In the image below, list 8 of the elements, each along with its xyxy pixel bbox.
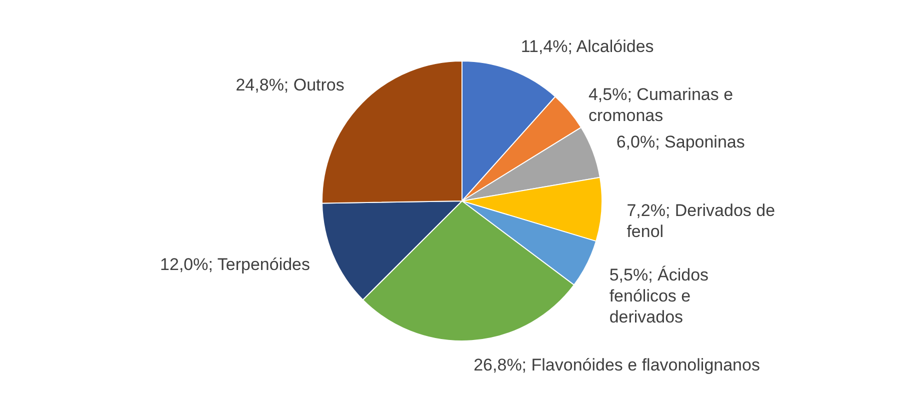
slice-label: 4,5%; Cumarinas e cromonas xyxy=(588,85,734,126)
slice-label: 11,4%; Alcalóides xyxy=(520,36,654,56)
slice-label: 5,5%; Ácidos fenólicos e derivados xyxy=(609,265,709,326)
slice-label: 24,8%; Outros xyxy=(236,75,344,94)
slice-label: 6,0%; Saponinas xyxy=(616,132,745,152)
slice-label: 26,8%; Flavonóides e flavonolignanos xyxy=(474,356,760,375)
slice-label: 7,2%; Derivados de fenol xyxy=(626,201,776,242)
slice-label: 12,0%; Terpenóides xyxy=(160,255,310,274)
